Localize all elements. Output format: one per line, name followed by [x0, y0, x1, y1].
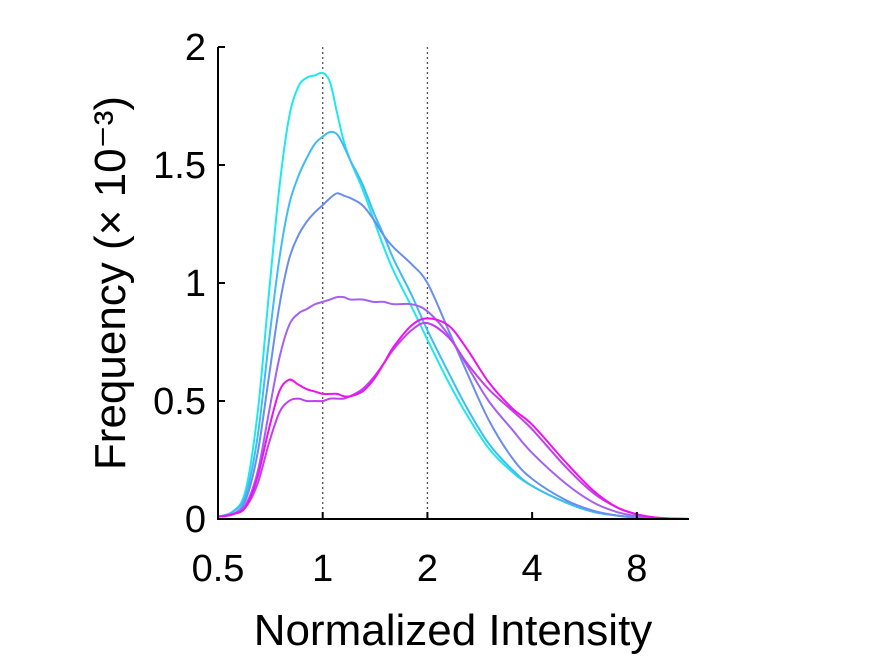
series-line-4: [217, 295, 690, 520]
x-tick-label-3: 4: [522, 548, 543, 590]
series-line-2: [217, 130, 690, 520]
x-axis-title: Normalized Intensity: [254, 606, 653, 655]
series-line-5: [217, 321, 690, 520]
axes: [217, 46, 689, 520]
tick-labels: 0 0.5 1 1.5 2 0.5 1 2 4 8: [153, 27, 647, 590]
series-line-6: [217, 317, 690, 520]
x-tick-label-4: 8: [626, 548, 647, 590]
y-tick-label-2: 1: [185, 263, 206, 305]
x-tick-label-1: 1: [312, 548, 333, 590]
y-axis-title: Frequency (× 10⁻³): [86, 96, 135, 470]
y-tick-label-1: 0.5: [153, 381, 206, 423]
y-tick-label-4: 2: [185, 27, 206, 69]
y-tick-label-0: 0: [185, 499, 206, 541]
y-tick-label-3: 1.5: [153, 145, 206, 187]
x-tick-label-0: 0.5: [192, 548, 245, 590]
x-tick-label-2: 2: [417, 548, 438, 590]
series-line-1: [217, 71, 690, 520]
series-line-3: [217, 192, 690, 520]
series-lines: [217, 71, 690, 520]
